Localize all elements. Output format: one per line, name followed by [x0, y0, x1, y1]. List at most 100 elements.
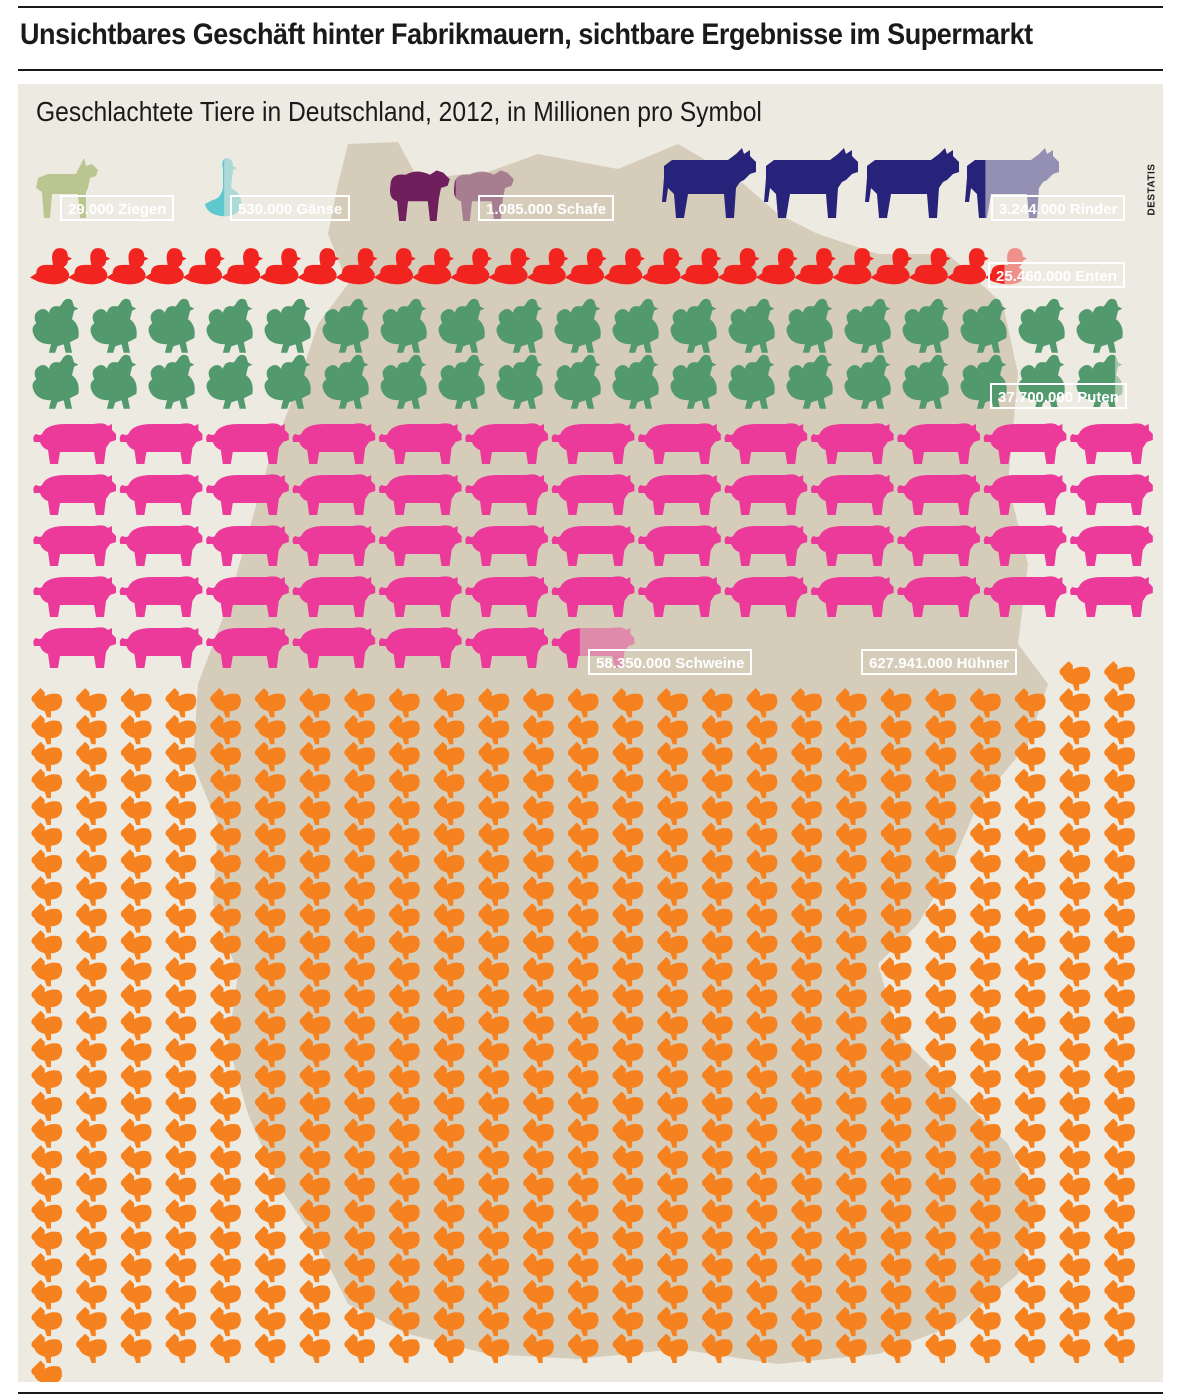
huehner-symbol [567, 1010, 599, 1041]
huehner-symbol [746, 903, 778, 933]
huehner-symbol-shape [478, 1199, 510, 1229]
huehner-symbol-shape [970, 795, 1001, 825]
huehner-symbol-shape [76, 1279, 107, 1310]
huehner-symbol-shape [76, 1199, 107, 1229]
huehner-symbol-shape [791, 1145, 823, 1175]
huehner-symbol-shape [254, 688, 286, 718]
huehner-symbol [210, 1172, 241, 1202]
huehner-symbol [76, 1118, 107, 1148]
huehner-symbol-shape [165, 1091, 197, 1121]
huehner-symbol-shape [657, 1306, 688, 1337]
huehner-symbol-shape [836, 1172, 867, 1202]
huehner-symbol [299, 1333, 331, 1363]
huehner-symbol [210, 1064, 241, 1094]
huehner-symbol-shape [880, 1118, 912, 1148]
huehner-symbol-shape [657, 688, 688, 718]
huehner-symbol [478, 876, 510, 906]
huehner-symbol [120, 983, 152, 1014]
huehner-symbol-shape [657, 1010, 688, 1041]
schweine-symbol [119, 576, 203, 617]
huehner-symbol-shape [567, 714, 599, 745]
huehner-symbol-shape [254, 849, 286, 879]
huehner-symbol [836, 714, 867, 745]
huehner-symbol-shape [299, 983, 331, 1014]
huehner-symbol-shape [299, 1091, 331, 1121]
schweine-symbol [1070, 474, 1153, 515]
huehner-symbol [31, 714, 63, 745]
huehner-symbol [880, 930, 912, 960]
huehner-symbol [433, 903, 465, 933]
huehner-symbol-shape [746, 1172, 778, 1202]
huehner-symbol [433, 768, 465, 799]
huehner-symbol-shape [478, 688, 510, 718]
huehner-symbol [344, 1306, 376, 1337]
huehner-symbol [925, 1064, 957, 1094]
huehner-symbol [880, 983, 912, 1014]
huehner-symbol [120, 930, 152, 960]
huehner-symbol-shape [836, 983, 867, 1014]
huehner-symbol [389, 903, 420, 933]
huehner-symbol [657, 1037, 688, 1068]
huehner-symbol [880, 1091, 912, 1121]
huehner-symbol-shape [1059, 661, 1091, 691]
huehner-symbol [657, 1172, 688, 1202]
huehner-symbol-shape [344, 1199, 376, 1229]
huehner-symbol [210, 714, 241, 745]
huehner-symbol [612, 768, 644, 799]
huehner-symbol [567, 1252, 599, 1283]
huehner-symbol-shape [478, 903, 510, 933]
huehner-symbol [254, 1199, 286, 1229]
label-rinder: 3.244.000 Rinder [991, 195, 1126, 221]
huehner-symbol [746, 1172, 778, 1202]
huehner-symbol-shape [254, 1145, 286, 1175]
huehner-symbol [254, 1172, 286, 1202]
huehner-symbol-shape [433, 1118, 465, 1148]
huehner-symbol-shape [836, 1306, 867, 1337]
huehner-symbol [925, 688, 957, 718]
huehner-symbol-shape [836, 957, 867, 987]
huehner-symbol-shape [299, 688, 331, 718]
huehner-symbol [746, 741, 778, 772]
huehner-symbol [836, 1037, 867, 1068]
schweine-symbol-shape [119, 525, 203, 566]
puten-symbol [380, 298, 427, 353]
huehner-symbol [120, 957, 152, 987]
huehner-symbol [76, 688, 107, 718]
huehner-symbol-shape [1014, 822, 1046, 852]
huehner-symbol [791, 768, 823, 799]
huehner-symbol-shape [701, 876, 733, 906]
huehner-symbol-shape [567, 1118, 599, 1148]
huehner-symbol [701, 903, 733, 933]
enten-symbol [259, 248, 302, 285]
huehner-symbol-shape [1014, 1199, 1046, 1229]
huehner-symbol [31, 1118, 63, 1148]
huehner-symbol-shape [344, 1118, 376, 1148]
huehner-symbol-shape [389, 822, 420, 852]
enten-symbol-shape [564, 248, 607, 285]
huehner-symbol [210, 1333, 241, 1363]
huehner-symbol-shape [210, 714, 241, 745]
huehner-symbol [791, 1037, 823, 1068]
huehner-symbol-shape [612, 1252, 644, 1283]
huehner-symbol [567, 1306, 599, 1337]
huehner-symbol-shape [567, 795, 599, 825]
huehner-symbol-shape [612, 1172, 644, 1202]
huehner-symbol-shape [1104, 1333, 1135, 1363]
schweine-symbol [465, 423, 548, 464]
huehner-symbol [120, 876, 152, 906]
huehner-symbol [612, 1172, 644, 1202]
huehner-symbol [1104, 957, 1135, 987]
huehner-symbol-shape [791, 768, 823, 799]
huehner-symbol [433, 688, 465, 718]
huehner-symbol-shape [31, 1306, 63, 1337]
puten-symbol-shape [670, 298, 717, 353]
huehner-symbol-shape [567, 1172, 599, 1202]
schweine-symbol [638, 423, 721, 464]
huehner-symbol [210, 1252, 241, 1283]
huehner-symbol [433, 849, 465, 879]
huehner-symbol-shape [612, 903, 644, 933]
huehner-symbol-shape [165, 714, 197, 745]
huehner-symbol [433, 957, 465, 987]
huehner-symbol [970, 849, 1001, 879]
huehner-symbol [657, 1064, 688, 1094]
